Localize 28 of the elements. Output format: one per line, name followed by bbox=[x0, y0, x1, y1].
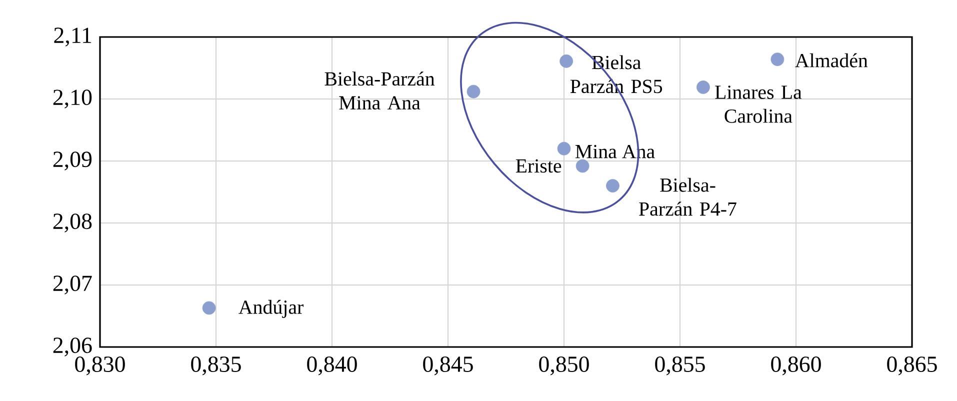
annotation: Linares La Carolina bbox=[715, 86, 802, 123]
point bbox=[557, 142, 571, 156]
x-tick-label: 0,830 bbox=[75, 356, 125, 376]
point bbox=[560, 54, 574, 68]
annotation: Andújar bbox=[238, 300, 304, 318]
annotation: Bielsa-Parzán P4-7 bbox=[639, 178, 736, 216]
y-tick-label: 2,07 bbox=[53, 276, 92, 294]
annotation: Almadén bbox=[795, 53, 868, 68]
y-tick-label: 2,09 bbox=[53, 152, 92, 170]
point bbox=[696, 80, 710, 94]
point bbox=[202, 301, 216, 315]
point bbox=[466, 84, 480, 98]
point bbox=[606, 179, 620, 192]
y-tick-label: 2,06 bbox=[53, 338, 92, 356]
x-tick-label: 0,855 bbox=[655, 356, 705, 376]
x-tick-label: 0,850 bbox=[539, 356, 589, 376]
point bbox=[576, 159, 590, 173]
annotation: Eriste bbox=[516, 159, 562, 173]
x-tick-label: 0,840 bbox=[307, 356, 357, 376]
x-tick-label: 0,865 bbox=[887, 356, 937, 376]
annotation: Bielsa-Parzán Mina Ana bbox=[324, 72, 435, 110]
x-tick-label: 0,860 bbox=[771, 356, 821, 376]
point bbox=[770, 52, 784, 66]
x-tick-label: 0,835 bbox=[191, 356, 241, 376]
y-tick-label: 2,11 bbox=[54, 28, 92, 46]
x-tick-label: 0,845 bbox=[423, 356, 473, 376]
y-tick-label: 2,08 bbox=[53, 214, 92, 232]
y-tick-label: 2,10 bbox=[53, 90, 92, 108]
